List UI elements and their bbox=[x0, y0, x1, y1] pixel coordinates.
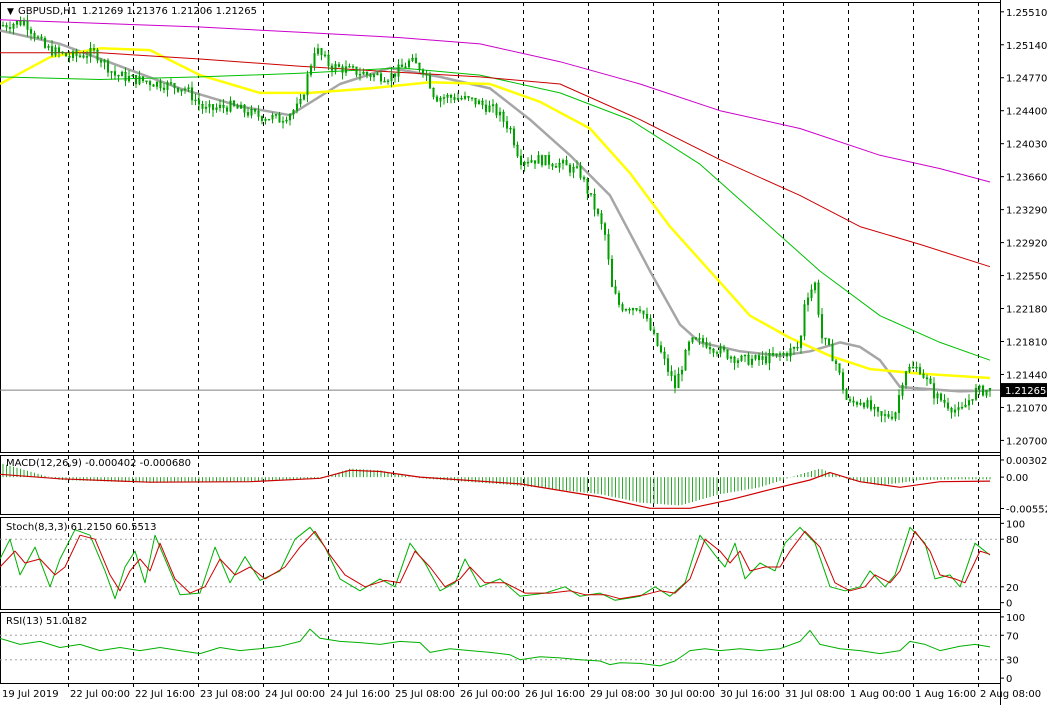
stoch-signal-line bbox=[0, 530, 991, 600]
moving-average-line bbox=[0, 47, 991, 380]
rsi-label: RSI(13) 51.0182 bbox=[6, 616, 87, 627]
panel-main bbox=[0, 2, 1001, 453]
ohlc-label: 1.21269 1.21376 1.21206 1.21265 bbox=[82, 6, 257, 17]
price-tick-label: 1.24400 bbox=[1006, 107, 1047, 118]
price-tick-label: 1.21810 bbox=[1006, 338, 1047, 349]
time-label: 30 Jul 16:00 bbox=[720, 689, 780, 700]
panel-macd bbox=[0, 455, 1001, 515]
time-label: 2 Aug 08:00 bbox=[980, 689, 1041, 700]
symbol-label: GBPUSD,H1 bbox=[18, 6, 77, 17]
time-label: 26 Jul 16:00 bbox=[525, 689, 585, 700]
macd-tick-label: 0.003025 bbox=[1006, 456, 1047, 467]
price-tick-label: 1.20700 bbox=[1006, 436, 1047, 447]
price-tick-label: 1.21440 bbox=[1006, 370, 1047, 381]
price-tick-label: 1.22920 bbox=[1006, 239, 1047, 250]
time-label: 22 Jul 16:00 bbox=[135, 689, 195, 700]
time-label: 26 Jul 00:00 bbox=[460, 689, 520, 700]
rsi-tick-label: 0 bbox=[1006, 674, 1012, 685]
price-tick-label: 1.24770 bbox=[1006, 74, 1047, 85]
time-label: 30 Jul 00:00 bbox=[655, 689, 715, 700]
moving-average-line bbox=[0, 52, 991, 268]
stoch-label: Stoch(8,3,3) 61.2150 60.5513 bbox=[6, 522, 157, 533]
time-label: 1 Aug 16:00 bbox=[915, 689, 976, 700]
time-label: 31 Jul 08:00 bbox=[785, 689, 845, 700]
last-price-badge bbox=[1001, 383, 1047, 398]
price-tick-label: 1.22180 bbox=[1006, 305, 1047, 316]
rsi-tick-label: 30 bbox=[1006, 656, 1019, 667]
time-label: 23 Jul 08:00 bbox=[200, 689, 260, 700]
stoch-tick-label: 100 bbox=[1006, 519, 1025, 530]
price-tick-label: 1.23290 bbox=[1006, 206, 1047, 217]
time-label: 24 Jul 00:00 bbox=[265, 689, 325, 700]
price-tick-label: 1.21070 bbox=[1006, 403, 1047, 414]
time-label: 24 Jul 16:00 bbox=[330, 689, 390, 700]
rsi-tick-label: 100 bbox=[1006, 613, 1025, 624]
moving-average-line bbox=[0, 67, 991, 361]
last-price-label: 1.21265 bbox=[1005, 386, 1046, 397]
time-label: 1 Aug 00:00 bbox=[850, 689, 911, 700]
time-label: 25 Jul 08:00 bbox=[395, 689, 455, 700]
time-label: 29 Jul 08:00 bbox=[590, 689, 650, 700]
price-tick-label: 1.25510 bbox=[1006, 8, 1047, 19]
macd-signal-line bbox=[0, 469, 991, 509]
header-triangle-icon[interactable]: ▼ bbox=[7, 7, 14, 17]
rsi-tick-label: 70 bbox=[1006, 631, 1019, 642]
rsi-line bbox=[0, 628, 991, 667]
panel-rsi bbox=[0, 612, 1001, 684]
time-label: 22 Jul 00:00 bbox=[70, 689, 130, 700]
macd-tick-label: -0.005529 bbox=[1006, 504, 1047, 515]
stoch-tick-label: 20 bbox=[1006, 583, 1019, 594]
price-tick-label: 1.24030 bbox=[1006, 140, 1047, 151]
macd-tick-label: 0.00 bbox=[1006, 473, 1028, 484]
moving-average-line bbox=[0, 19, 991, 183]
stoch-tick-label: 80 bbox=[1006, 535, 1019, 546]
price-tick-label: 1.25140 bbox=[1006, 41, 1047, 52]
price-tick-label: 1.23660 bbox=[1006, 173, 1047, 184]
macd-label: MACD(12,26,9) -0.000402 -0.000680 bbox=[6, 458, 191, 469]
price-tick-label: 1.22550 bbox=[1006, 272, 1047, 283]
time-label: 19 Jul 2019 bbox=[2, 689, 59, 700]
stoch-tick-label: 0 bbox=[1006, 599, 1012, 610]
